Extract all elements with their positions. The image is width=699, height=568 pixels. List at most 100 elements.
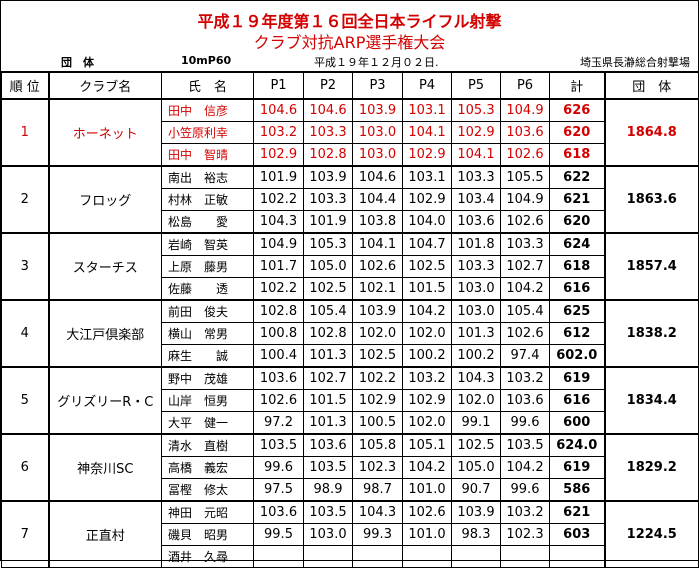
total-cell: 602.0 bbox=[549, 344, 605, 368]
score-cell-p1 bbox=[253, 545, 304, 568]
total-cell: 603 bbox=[549, 523, 605, 546]
score-cell-p2: 104.6 bbox=[303, 98, 353, 122]
rank-cell: 5 bbox=[1, 366, 50, 435]
score-cell-p1: 101.9 bbox=[253, 165, 304, 189]
shooter-name-cell: 田中 信彦 bbox=[161, 98, 254, 122]
score-cell-p5: 103.3 bbox=[451, 255, 501, 278]
score-cell-p4: 104.2 bbox=[402, 456, 452, 479]
score-cell-p5: 103.4 bbox=[451, 188, 501, 211]
score-cell-p2: 103.3 bbox=[303, 121, 353, 144]
score-cell-p6: 97.4 bbox=[500, 344, 550, 368]
score-cell-p2: 103.3 bbox=[303, 188, 353, 211]
score-cell-p4: 100.2 bbox=[402, 344, 452, 368]
total-cell: 616 bbox=[549, 277, 605, 301]
shooter-name-cell: 岩崎 智英 bbox=[161, 232, 254, 256]
rank-cell: 4 bbox=[1, 299, 50, 368]
rank-cell: 3 bbox=[1, 232, 50, 301]
total-cell: 619 bbox=[549, 456, 605, 479]
score-cell-p3: 104.3 bbox=[352, 500, 403, 524]
shooter-name-cell: 大平 健一 bbox=[161, 411, 254, 435]
table-row: 6 神奈川SC 清水 直樹 103.5 103.6 105.8 105.1 102.5 103.… bbox=[1, 433, 699, 502]
club-name-cell: 正直村 bbox=[48, 500, 162, 568]
shooter-name-cell: 前田 俊夫 bbox=[161, 299, 254, 323]
column-header-rank: 順 位 bbox=[1, 71, 50, 100]
score-cell-p4: 101.0 bbox=[402, 478, 452, 502]
score-cell-p6: 103.5 bbox=[500, 433, 550, 457]
club-name-cell: グリズリーR・C bbox=[48, 366, 162, 435]
score-cell-p3: 104.6 bbox=[352, 165, 403, 189]
team-total-cell: 1224.5 bbox=[603, 500, 699, 568]
club-name-cell: 神奈川SC bbox=[48, 433, 162, 502]
score-cell-p5: 98.3 bbox=[451, 523, 501, 546]
score-cell-p3: 102.3 bbox=[352, 456, 403, 479]
score-cell-p1: 102.2 bbox=[253, 277, 304, 301]
score-cell-p1: 104.3 bbox=[253, 210, 304, 234]
score-cell-p5: 100.2 bbox=[451, 344, 501, 368]
score-cell-p2: 102.7 bbox=[303, 366, 353, 390]
team-total-cell: 1857.4 bbox=[603, 232, 699, 301]
score-cell-p1: 102.9 bbox=[253, 143, 304, 167]
club-name-cell: 大江戸倶楽部 bbox=[48, 299, 162, 368]
score-cell-p2: 101.3 bbox=[303, 411, 353, 435]
column-header-team: 団 体 bbox=[603, 71, 699, 100]
score-cell-p5: 104.3 bbox=[451, 366, 501, 390]
score-cell-p6: 102.6 bbox=[500, 143, 550, 167]
score-cell-p4: 103.1 bbox=[402, 98, 452, 122]
total-cell: 621 bbox=[549, 188, 605, 211]
score-cell-p3: 102.5 bbox=[352, 344, 403, 368]
score-cell-p2: 103.5 bbox=[303, 456, 353, 479]
total-cell: 612 bbox=[549, 322, 605, 345]
rank-cell: 1 bbox=[1, 98, 50, 167]
score-cell-p2: 102.8 bbox=[303, 143, 353, 167]
shooter-name-cell: 神田 元昭 bbox=[161, 500, 254, 524]
results-table: 順 位クラブ名氏 名 P1 P2 P3 P4 P5 P6 計団 体 1 ホーネット 田中 信彦 10… bbox=[1, 71, 699, 568]
team-total-cell: 1864.8 bbox=[603, 98, 699, 167]
score-cell-p5: 104.1 bbox=[451, 143, 501, 167]
score-cell-p2: 102.5 bbox=[303, 277, 353, 301]
total-cell: 600 bbox=[549, 411, 605, 435]
table-row: 磯貝 昭男 99.5 103.0 99.3 101.0 98.3 102.3 603 bbox=[2, 523, 699, 546]
score-cell-p5: 101.8 bbox=[451, 232, 501, 256]
rank-cell: 2 bbox=[1, 165, 50, 234]
score-cell-p1: 104.6 bbox=[253, 98, 304, 122]
column-header-p2: P2 bbox=[303, 71, 353, 100]
shooter-name-cell: 麻生 誠 bbox=[161, 344, 254, 368]
column-header-p3: P3 bbox=[352, 71, 403, 100]
score-cell-p4: 102.6 bbox=[402, 500, 452, 524]
score-cell-p1: 103.6 bbox=[253, 366, 304, 390]
score-cell-p3: 104.1 bbox=[352, 232, 403, 256]
table-row: 1 ホーネット 田中 信彦 104.6 104.6 103.9 103.1 105.3 104.… bbox=[1, 98, 699, 167]
score-cell-p5: 101.3 bbox=[451, 322, 501, 345]
total-cell: 624 bbox=[549, 232, 605, 256]
column-header-p5: P5 bbox=[451, 71, 501, 100]
score-cell-p5: 102.9 bbox=[451, 121, 501, 144]
team-total-cell: 1863.6 bbox=[603, 165, 699, 234]
score-cell-p6 bbox=[500, 545, 550, 568]
sheet-header: 平成１９年度第１６回全日本ライフル射撃 クラブ対抗ARP選手権大会 団 体 10… bbox=[1, 1, 698, 71]
score-cell-p2: 103.5 bbox=[303, 500, 353, 524]
score-cell-p5: 90.7 bbox=[451, 478, 501, 502]
score-cell-p2: 103.0 bbox=[303, 523, 353, 546]
column-header-club: クラブ名 bbox=[48, 71, 162, 100]
score-cell-p3: 98.7 bbox=[352, 478, 403, 502]
score-cell-p3: 102.2 bbox=[352, 366, 403, 390]
score-cell-p6: 104.9 bbox=[500, 188, 550, 211]
total-cell: 621 bbox=[549, 500, 605, 524]
shooter-name-cell: 酒井 久尋 bbox=[161, 545, 254, 568]
score-cell-p4: 102.9 bbox=[402, 143, 452, 167]
score-cell-p5 bbox=[451, 545, 501, 568]
score-cell-p5: 99.1 bbox=[451, 411, 501, 435]
team-total-cell: 1838.2 bbox=[603, 299, 699, 368]
score-cell-p2: 101.5 bbox=[303, 389, 353, 412]
score-cell-p5: 105.3 bbox=[451, 98, 501, 122]
score-cell-p5: 103.9 bbox=[451, 500, 501, 524]
score-cell-p2: 98.9 bbox=[303, 478, 353, 502]
score-cell-p4: 104.2 bbox=[402, 299, 452, 323]
score-cell-p1: 97.5 bbox=[253, 478, 304, 502]
total-cell: 625 bbox=[549, 299, 605, 323]
table-row: 冨樫 修太 97.5 98.9 98.7 101.0 90.7 99.6 586 bbox=[2, 478, 699, 502]
score-cell-p4: 104.0 bbox=[402, 210, 452, 234]
score-cell-p6: 103.6 bbox=[500, 121, 550, 144]
total-cell: 620 bbox=[549, 121, 605, 144]
shooter-name-cell: 野中 茂雄 bbox=[161, 366, 254, 390]
